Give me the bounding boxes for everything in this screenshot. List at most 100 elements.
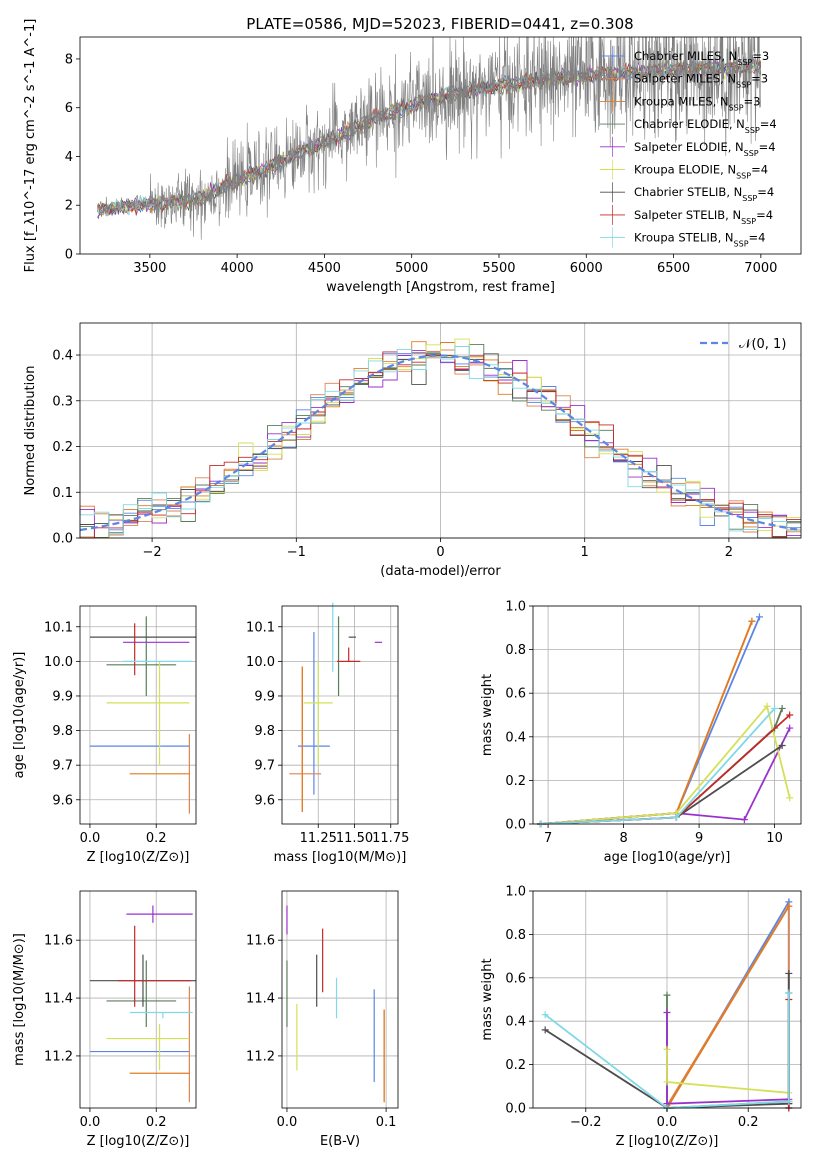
spectrum-panel: 3500 4000 4500 5000 5500 6000 6500 7000 0 2 4 6 8 wav… — [23, 19, 802, 295]
axes-frame — [79, 890, 197, 1109]
y-axis-label: Normed distribution — [23, 366, 38, 496]
y-tick-label: 9.8 — [254, 724, 275, 739]
y-tick-label: 9.9 — [254, 689, 275, 704]
y-tick-label: 0.0 — [505, 1102, 526, 1117]
y-tick-label: 4 — [65, 150, 73, 165]
residual-histogram-panel: −2 −1 0 1 2 0.0 0.1 0.2 0.3 0.4 (data-model)/error… — [23, 322, 802, 579]
legend-label-normal: 𝒩(0, 1) — [739, 337, 786, 352]
x-tick-label: 4500 — [308, 261, 341, 276]
series-kroupa_elodie — [666, 1049, 789, 1094]
histogram-legend: 𝒩(0, 1) — [700, 337, 786, 352]
point-kroupa_miles — [785, 902, 793, 910]
x-tick-label: 0 — [436, 545, 444, 560]
x-tick-label: 2 — [725, 545, 733, 560]
series-kroupa_miles — [666, 905, 790, 1109]
x-tick-label: 5500 — [482, 261, 515, 276]
x-tick-label: 0.2 — [146, 831, 167, 846]
point-kroupa_elodie — [763, 702, 771, 710]
y-axis-label: mass weight — [480, 674, 495, 756]
series-kroupa_stelib — [544, 993, 790, 1109]
legend-label-chabrier_elodie: Chabrier ELODIE, NSSP=4 — [634, 117, 777, 135]
mass-vs-metallicity-panel: 0.0 0.2 11.2 11.4 11.6 Z [log10(Z/Z⊙)] mass [l… — [12, 890, 197, 1149]
point-kroupa_stelib — [541, 1011, 549, 1019]
histogram-kroupa_stelib — [79, 346, 801, 538]
y-tick-label: 2 — [65, 199, 73, 214]
axes-frame — [532, 605, 802, 825]
spectrum-axes: 3500 4000 4500 5000 5500 6000 6500 7000 0 2 4 6 8 wav… — [23, 19, 802, 295]
y-tick-label: 0.0 — [505, 818, 526, 833]
legend-label-salpeter_miles: Salpeter MILES, NSSP=3 — [634, 72, 768, 90]
y-tick-label: 0.4 — [505, 1015, 526, 1030]
x-tick-label: 8 — [619, 831, 627, 846]
y-tick-label: 10.0 — [246, 655, 275, 670]
mass-vs-metallicity-axes: 0.0 0.2 11.2 11.4 11.6 Z [log10(Z/Z⊙)] mass [l… — [12, 890, 197, 1149]
y-tick-label: 0.2 — [52, 440, 73, 455]
x-tick-label: 7000 — [744, 261, 777, 276]
x-tick-label: 0.1 — [376, 1115, 397, 1130]
series-chabrier_elodie — [540, 708, 783, 825]
y-tick-label: 1.0 — [505, 600, 526, 615]
point-kroupa_elodie — [663, 1078, 671, 1086]
y-tick-label: 11.4 — [246, 992, 275, 1007]
legend-label-chabrier_stelib: Chabrier STELIB, NSSP=4 — [634, 185, 774, 203]
errorbar-kroupa_stelib — [129, 1011, 193, 1019]
x-tick-label: 3500 — [133, 261, 166, 276]
x-tick-label: 0.0 — [657, 1115, 678, 1130]
point-kroupa_elodie — [786, 794, 794, 802]
point-kroupa_stelib — [672, 813, 680, 821]
mass-weight-vs-age-plot-area — [537, 613, 794, 828]
mass-weight-vs-age-axes: 7 8 9 10 0.0 0.2 0.4 0.6 0.8 1.0 age [log10(age/yr… — [480, 600, 802, 865]
point-chabrier_elodie — [778, 704, 786, 712]
series-kroupa_stelib — [540, 707, 776, 825]
series-salpeter_elodie — [540, 727, 791, 825]
mass-vs-extinction-axes: 0.0 0.1 11.2 11.4 11.6 E(B-V) — [246, 890, 399, 1149]
mass-weight-vs-age-panel: 7 8 9 10 0.0 0.2 0.4 0.6 0.8 1.0 age [log10(age/yr… — [480, 600, 802, 865]
series-salpeter_miles — [540, 620, 753, 825]
point-chabrier_miles — [755, 613, 763, 621]
x-tick-label: 0.0 — [277, 1115, 298, 1130]
point-salpeter_elodie — [786, 724, 794, 732]
x-tick-label: 0.2 — [738, 1115, 759, 1130]
reference-normal-curve — [79, 354, 802, 532]
series-kroupa_elodie — [540, 704, 791, 825]
mass-vs-metallicity-plot-area — [89, 905, 196, 1103]
spectrum-legend: Chabrier MILES, NSSP=3 Salpeter MILES, NS… — [600, 46, 777, 248]
point-kroupa_stelib — [771, 704, 779, 712]
x-tick-label: 11.50 — [336, 831, 373, 846]
x-tick-label: −1 — [287, 545, 306, 560]
x-tick-label: 11.75 — [372, 831, 409, 846]
series-chabrier_stelib — [540, 744, 783, 825]
y-tick-label: 11.4 — [44, 992, 73, 1007]
x-tick-label: −2 — [143, 545, 162, 560]
age-vs-metallicity-axes: 0.0 0.2 9.6 9.7 9.8 9.9 10.0 10.1 Z [log10(Z/Z⊙)… — [12, 605, 197, 865]
y-tick-label: 10.1 — [44, 620, 73, 635]
residual-histogram-plot-area — [79, 338, 802, 539]
mass-vs-metallicity-grid — [80, 891, 196, 1108]
x-tick-label: 5000 — [395, 261, 428, 276]
legend-label-kroupa_stelib: Kroupa STELIB, NSSP=4 — [634, 231, 765, 249]
y-axis-label: Flux [f_λ10^-17 erg cm^-2 s^-1 A^-1] — [23, 19, 38, 273]
x-tick-label: 0.0 — [80, 831, 101, 846]
y-tick-label: 8 — [65, 52, 73, 67]
legend-label-kroupa_elodie: Kroupa ELODIE, NSSP=4 — [634, 163, 768, 181]
y-tick-label: 0.2 — [505, 1058, 526, 1073]
point-salpeter_stelib — [786, 711, 794, 719]
x-axis-label: Z [log10(Z/Z⊙)] — [87, 850, 190, 865]
residual-histogram-axes: −2 −1 0 1 2 0.0 0.1 0.2 0.3 0.4 (data-model)/error… — [23, 322, 802, 579]
y-tick-label: 9.9 — [52, 689, 73, 704]
y-tick-label: 0 — [65, 248, 73, 263]
y-tick-label: 0.4 — [52, 349, 73, 364]
x-tick-label: −0.2 — [570, 1115, 602, 1130]
x-tick-label: 11.25 — [300, 831, 337, 846]
spectrum-plot-area — [97, 37, 761, 240]
point-kroupa_miles — [748, 617, 756, 625]
y-tick-label: 1.0 — [505, 885, 526, 900]
x-axis-label: mass [log10(M/M⊙)] — [274, 850, 407, 865]
x-tick-label: 1 — [581, 545, 589, 560]
mass-weight-vs-age-grid — [533, 605, 801, 825]
point-chabrier_elodie — [663, 991, 671, 999]
errorbar-salpeter_stelib — [337, 647, 361, 662]
legend-label-salpeter_elodie: Salpeter ELODIE, NSSP=4 — [634, 140, 776, 158]
age-vs-mass-panel: 11.25 11.50 11.75 9.6 9.7 9.8 9.9 10.0 10.1 mass … — [246, 602, 409, 865]
errorbar-chabrier_miles — [297, 631, 330, 795]
